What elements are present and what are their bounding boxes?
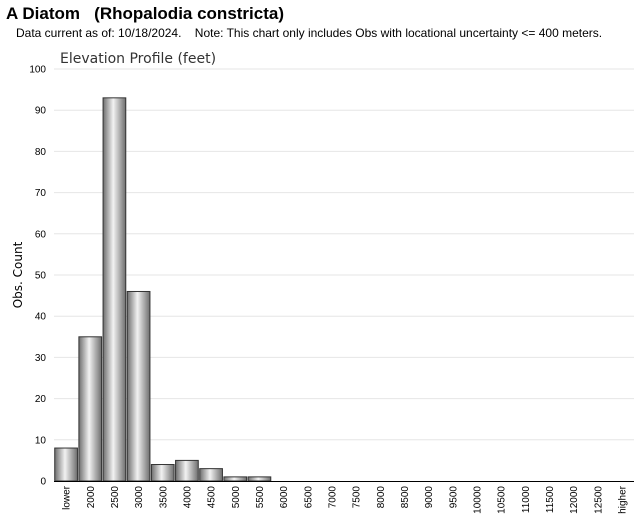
x-tick-label: 7500 bbox=[352, 486, 363, 509]
x-tick-label: 3000 bbox=[134, 486, 145, 509]
x-tick-label: 2500 bbox=[110, 486, 121, 509]
chart-title: Elevation Profile (feet) bbox=[60, 51, 216, 67]
x-tick-label: 9000 bbox=[424, 486, 435, 509]
x-tick-label: 5500 bbox=[255, 486, 266, 509]
bar[interactable] bbox=[54, 447, 78, 482]
x-tick-label: 2000 bbox=[86, 486, 97, 509]
y-tick-label: 20 bbox=[35, 394, 47, 405]
x-tick-label: 6000 bbox=[279, 486, 290, 509]
x-tick-label: 7000 bbox=[327, 486, 338, 509]
bar[interactable] bbox=[175, 459, 199, 482]
y-tick-label: 80 bbox=[35, 147, 47, 158]
x-tick-label: 11000 bbox=[521, 486, 532, 514]
bar[interactable] bbox=[126, 290, 151, 482]
bar[interactable] bbox=[150, 464, 175, 482]
y-tick-label: 90 bbox=[35, 106, 47, 117]
bar[interactable] bbox=[102, 97, 127, 482]
x-tick-label: 6500 bbox=[303, 486, 314, 509]
y-tick-label: 0 bbox=[40, 477, 46, 488]
x-tick-label: 3500 bbox=[158, 486, 169, 509]
bar[interactable] bbox=[199, 468, 223, 482]
x-tick-label: 5000 bbox=[231, 486, 242, 509]
bar[interactable] bbox=[223, 476, 248, 482]
x-tick-label: 12000 bbox=[569, 486, 580, 514]
x-tick-label: 12500 bbox=[593, 486, 604, 514]
page-title: A Diatom (Rhopalodia constricta) bbox=[6, 4, 285, 23]
y-tick-label: 100 bbox=[29, 65, 46, 76]
bar[interactable] bbox=[247, 476, 272, 482]
x-tick-label: 8000 bbox=[376, 486, 387, 509]
y-tick-label: 50 bbox=[35, 271, 47, 282]
y-tick-label: 10 bbox=[35, 435, 47, 446]
x-tick-label: 4000 bbox=[182, 486, 193, 509]
x-tick-label: 9500 bbox=[448, 486, 459, 509]
x-tick-label: 10000 bbox=[472, 486, 483, 514]
data-note: Data current as of: 10/18/2024. Note: Th… bbox=[16, 26, 603, 40]
x-tick-label: 10500 bbox=[497, 486, 508, 514]
y-axis-label: Obs. Count bbox=[11, 241, 25, 308]
bar[interactable] bbox=[78, 336, 103, 482]
y-tick-label: 60 bbox=[35, 229, 47, 240]
x-tick-label: higher bbox=[617, 485, 628, 513]
y-tick-label: 70 bbox=[35, 188, 47, 199]
y-tick-label: 40 bbox=[35, 312, 47, 323]
x-tick-label: 11500 bbox=[545, 486, 556, 514]
x-tick-label: 8500 bbox=[400, 486, 411, 509]
x-tick-label: 4500 bbox=[207, 486, 218, 509]
y-tick-label: 30 bbox=[35, 353, 47, 364]
x-tick-label: lower bbox=[62, 485, 73, 510]
